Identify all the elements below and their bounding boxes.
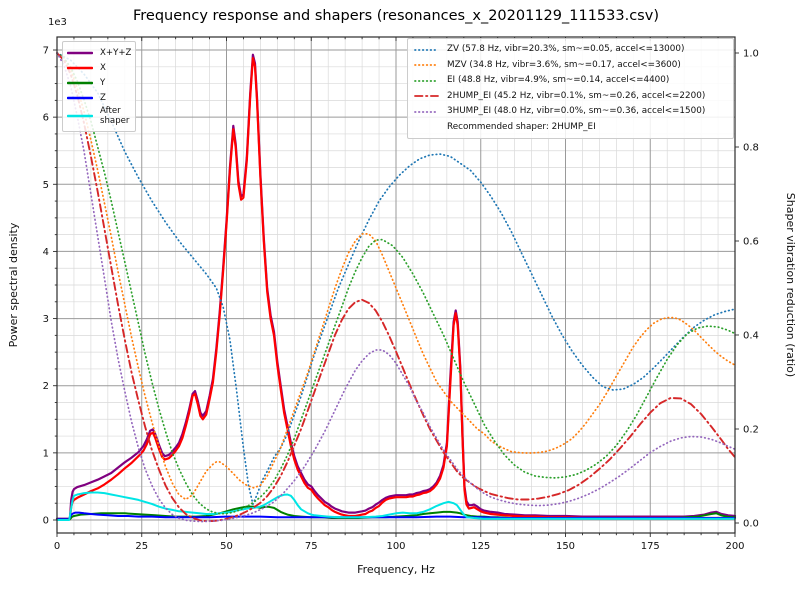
y-right-tick-label: 0.6: [743, 237, 759, 248]
psd-legend: X+Y+Z X Y Z After shaper: [62, 41, 136, 132]
y-left-tick-label: 5: [43, 180, 49, 191]
x-tick-label: 125: [471, 541, 490, 552]
shaper-legend: ZV (57.8 Hz, vibr=20.3%, sm~=0.05, accel…: [407, 38, 734, 139]
legend-entry: Y: [67, 76, 131, 90]
legend-sample: [67, 65, 95, 71]
legend-sample-line: [67, 51, 93, 55]
legend-label: Y: [100, 77, 106, 88]
legend-label: X+Y+Z: [100, 47, 132, 58]
legend-sample: [414, 78, 441, 84]
x-tick-label: 150: [556, 541, 575, 552]
series-after-shaper: [56, 491, 736, 521]
y-right-tick-label: 1.0: [743, 49, 759, 60]
y-right-tick-label: 0.8: [743, 143, 759, 154]
legend-label: After shaper: [100, 106, 130, 127]
x-tick-label: 50: [220, 541, 233, 552]
y-left-tick-label: 4: [43, 247, 49, 258]
x-tick-label: 0: [54, 541, 60, 552]
x-tick-label: 25: [135, 541, 148, 552]
y-right-tick-label: 0.0: [743, 519, 759, 530]
axis-tick-labels: 0 25 50 75 100 125 150 175 200 0 1 2 3 4 5 6 7 0.0 0.2 0.4 0…: [43, 46, 759, 552]
legend-sample-line: [414, 95, 439, 98]
series-zv: [56, 52, 736, 506]
y-right-axis-label: Shaper vibration reduction (ratio): [784, 193, 797, 377]
legend-label: Z: [100, 92, 106, 103]
series-2hump-ei: [56, 52, 736, 523]
y-right-tick-label: 0.4: [743, 331, 759, 342]
x-tick-label: 200: [725, 541, 744, 552]
legend-entry: 2HUMP_EI (45.2 Hz, vibr=0.1%, sm~=0.26, …: [414, 89, 727, 105]
legend-sample: [414, 93, 441, 99]
series-x: [55, 57, 737, 521]
y-left-tick-label: 7: [43, 46, 49, 57]
legend-sample-line: [414, 48, 439, 51]
legend-sample-line: [67, 81, 93, 85]
legend-entry: After shaper: [67, 106, 131, 127]
legend-sample: [67, 95, 95, 101]
legend-sample: [67, 113, 95, 119]
legend-entry: X: [67, 61, 131, 75]
legend-entry: ZV (57.8 Hz, vibr=20.3%, sm~=0.05, accel…: [414, 42, 727, 58]
legend-sample-line: [414, 110, 439, 113]
chart-title: Frequency response and shapers (resonanc…: [133, 8, 659, 24]
y-left-tick-label: 0: [43, 516, 49, 527]
legend-sample: [67, 50, 95, 56]
series-ei: [56, 52, 736, 515]
series-x-y-z: [55, 53, 737, 520]
legend-sample-line: [67, 66, 93, 70]
legend-sample-line: [414, 64, 439, 67]
legend-entry: 3HUMP_EI (48.0 Hz, vibr=0.0%, sm~=0.36, …: [414, 104, 727, 120]
legend-entry: MZV (34.8 Hz, vibr=3.6%, sm~=0.17, accel…: [414, 58, 727, 74]
legend-label: EI (48.8 Hz, vibr=4.9%, sm~=0.14, accel<…: [447, 75, 670, 86]
legend-sample-line: [67, 96, 93, 100]
legend-sample: [414, 109, 441, 115]
y-left-tick-label: 2: [43, 381, 49, 392]
y-right-tick-label: 0.2: [743, 425, 759, 436]
y-left-axis-label: Power spectral density: [7, 222, 20, 347]
legend-entry: EI (48.8 Hz, vibr=4.9%, sm~=0.14, accel<…: [414, 73, 727, 89]
legend-label: X: [100, 62, 106, 73]
y-left-tick-label: 1: [43, 448, 49, 459]
recommended-shaper-note: Recommended shaper: 2HUMP_EI: [447, 121, 596, 132]
legend-label: MZV (34.8 Hz, vibr=3.6%, sm~=0.17, accel…: [447, 59, 681, 70]
legend-sample-line: [67, 115, 93, 118]
legend-label: 2HUMP_EI (45.2 Hz, vibr=0.1%, sm~=0.26, …: [447, 90, 706, 101]
x-tick-label: 75: [305, 541, 318, 552]
series-lines: [55, 52, 737, 523]
legend-sample: [67, 80, 95, 86]
legend-entry: X+Y+Z: [67, 46, 131, 60]
y-left-tick-label: 3: [43, 314, 49, 325]
legend-entry: Z: [67, 91, 131, 105]
x-tick-label: 100: [386, 541, 405, 552]
series-mzv: [56, 52, 736, 501]
legend-sample: [414, 62, 441, 68]
legend-sample: [414, 47, 441, 53]
y-left-tick-label: 6: [43, 113, 49, 124]
legend-label: 3HUMP_EI (48.0 Hz, vibr=0.0%, sm~=0.36, …: [447, 106, 706, 117]
legend-label: ZV (57.8 Hz, vibr=20.3%, sm~=0.05, accel…: [447, 44, 685, 55]
x-axis-label: Frequency, Hz: [357, 563, 435, 576]
y-left-offset-text: 1e3: [48, 17, 67, 28]
legend-entry: Recommended shaper: 2HUMP_EI: [414, 120, 727, 136]
legend-sample-line: [414, 79, 439, 82]
x-tick-label: 175: [641, 541, 660, 552]
